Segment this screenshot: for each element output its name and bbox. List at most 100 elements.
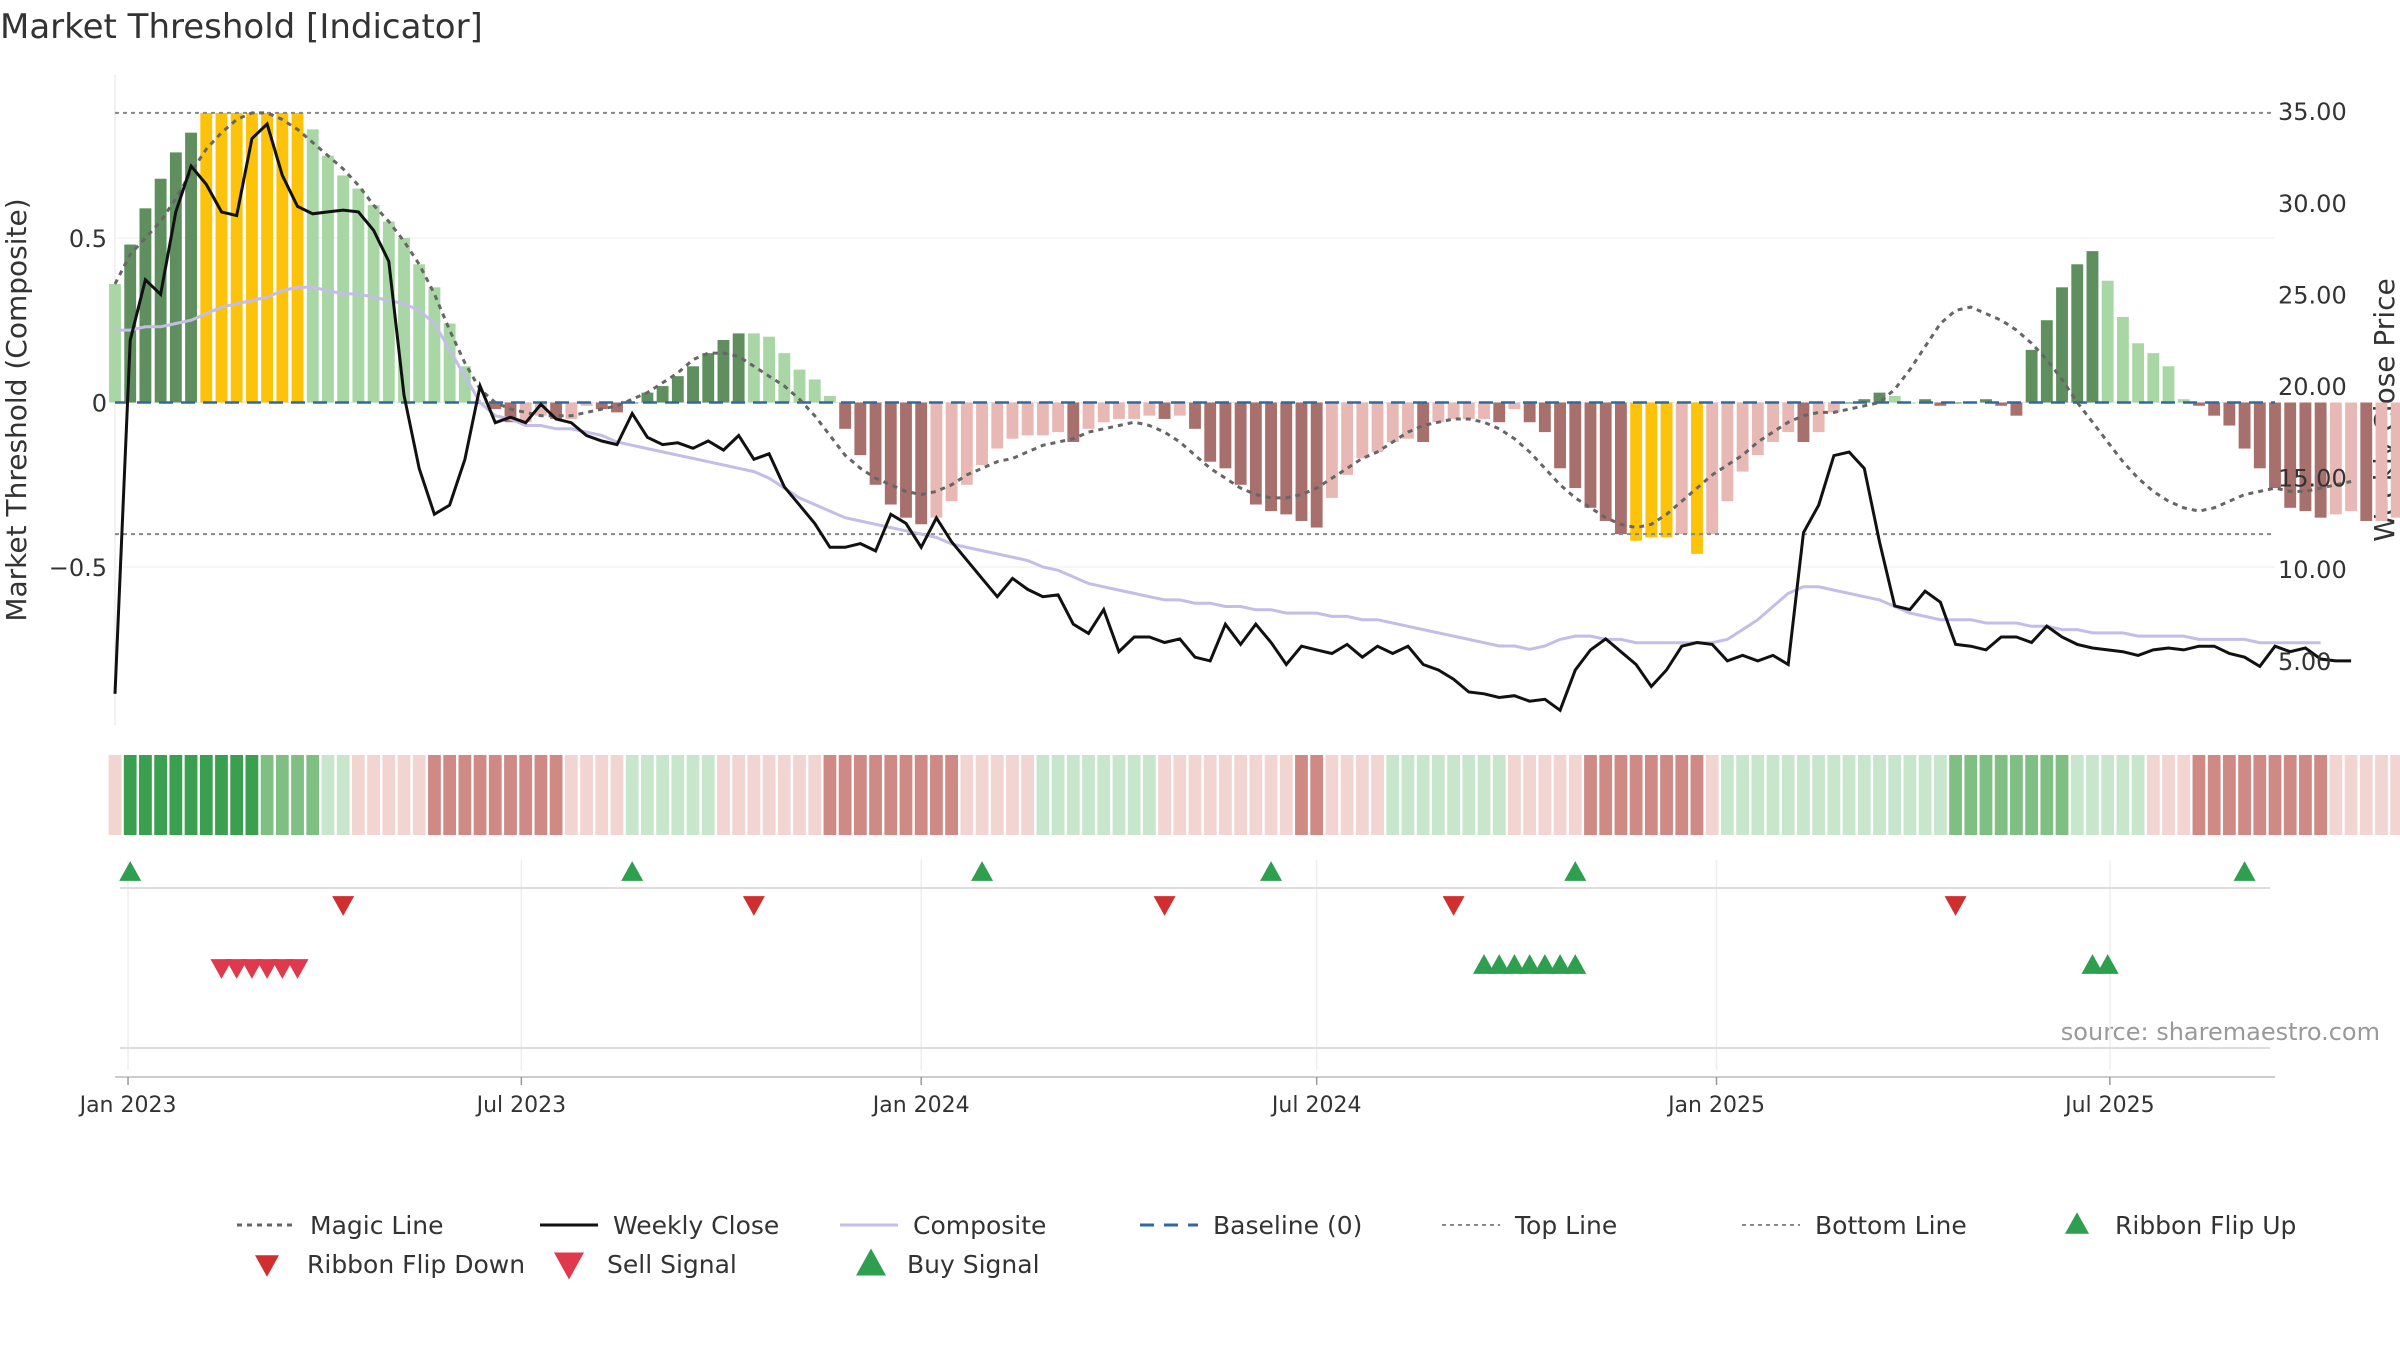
composite-bar [2329, 402, 2342, 515]
composite-bar [2223, 402, 2236, 426]
ribbon-segment [215, 755, 228, 835]
composite-bar [1675, 402, 1688, 535]
ribbon-segment [1523, 755, 1537, 835]
ribbon-segment [428, 755, 441, 835]
composite-bar [1736, 402, 1749, 472]
ribbon-segment [549, 755, 563, 835]
legend-label: Bottom Line [1815, 1211, 1967, 1240]
legend-item: Ribbon Flip Down [255, 1250, 525, 1279]
ribbon-segment [838, 755, 852, 835]
composite-bar [1265, 402, 1277, 512]
ribbon-segment [1842, 755, 1856, 835]
ribbon-segment [2207, 755, 2221, 835]
ribbon-segment [808, 755, 822, 835]
sell-signal-marker [225, 959, 248, 979]
ribbon [108, 755, 2400, 835]
composite-bar [306, 129, 319, 403]
composite-bar [1949, 402, 1962, 404]
composite-bar [1523, 402, 1536, 423]
buy-signal-marker [1503, 954, 1526, 974]
ribbon-segment [534, 755, 548, 835]
composite-bar [1189, 402, 1201, 429]
ribbon-segment [1599, 755, 1613, 835]
composite-bar [1630, 402, 1643, 541]
ribbon-segment [717, 755, 730, 835]
ribbon-segment [686, 755, 700, 835]
sell-signal-marker [271, 959, 294, 979]
ribbon-segment [1553, 755, 1567, 835]
ribbon-segment [945, 755, 959, 835]
buy-signal-marker [2096, 954, 2119, 974]
composite-bar [991, 402, 1004, 449]
composite-bar [1493, 402, 1506, 423]
ribbon-segment [519, 755, 533, 835]
ribbon-segment [2238, 755, 2251, 835]
composite-bar [2345, 402, 2357, 512]
ribbon-segment [930, 755, 943, 835]
composite-bar [2056, 287, 2068, 403]
composite-bar [793, 369, 806, 403]
ribbon-flip-down-marker [1153, 896, 1176, 916]
ribbon-segment [1249, 755, 1263, 835]
composite-bar [2040, 320, 2053, 403]
ribbon-segment [914, 755, 928, 835]
legend-item: Weekly Close [540, 1211, 779, 1240]
ribbon-segment [2010, 755, 2023, 835]
composite-bar [1402, 402, 1414, 439]
composite-bar [1158, 402, 1171, 419]
ribbon-segment [1690, 755, 1704, 835]
ribbon-segment [1933, 755, 1947, 835]
composite-bar [1219, 402, 1232, 469]
ribbon-segment [351, 755, 365, 835]
ribbon-segment [2283, 755, 2297, 835]
ribbon-segment [1508, 755, 1521, 835]
composite-bar [443, 323, 456, 403]
ribbon-segment [1416, 755, 1430, 835]
ribbon-segment [2086, 755, 2099, 835]
ribbon-segment [2253, 755, 2267, 835]
composite-bar [1554, 402, 1567, 469]
composite-bar [1113, 402, 1125, 419]
ribbon-segment [1051, 755, 1065, 835]
legend: Magic Line Weekly Close Composite Baseline … [237, 1211, 2296, 1280]
composite-bar [900, 402, 912, 518]
ribbon-segment [1264, 755, 1278, 835]
composite-bar [1325, 402, 1338, 498]
ribbon-segment [1082, 755, 1095, 835]
weekly-close-line [113, 121, 2352, 713]
ribbon-segment [260, 755, 274, 835]
ribbon-segment [1629, 755, 1643, 835]
composite-bar [1706, 402, 1719, 535]
ribbon-segment [1112, 755, 1126, 835]
ribbon-segment [458, 755, 472, 835]
composite-bar [1097, 402, 1110, 423]
ribbon-segment [1325, 755, 1339, 835]
ribbon-segment [443, 755, 457, 835]
ribbon-segment [1614, 755, 1628, 835]
legend-label: Sell Signal [607, 1250, 737, 1279]
ribbon-segment [1355, 755, 1369, 835]
legend-label: Weekly Close [613, 1211, 779, 1240]
composite-bar [337, 175, 350, 403]
composite-bar [839, 402, 852, 429]
ribbon-segment [488, 755, 502, 835]
composite-bar [1721, 402, 1734, 502]
x-tick-label: Jan 2023 [78, 1093, 177, 1118]
ribbon-segment [306, 755, 320, 835]
composite-bar [261, 112, 274, 403]
composite-bar [1858, 399, 1871, 403]
composite-bar [732, 333, 745, 403]
ribbon-flip-up-marker [621, 861, 644, 881]
ribbon-segment [2055, 755, 2069, 835]
ribbon-flip-up-marker [1564, 861, 1587, 881]
composite-line [115, 285, 2321, 651]
legend-label: Ribbon Flip Up [2115, 1211, 2296, 1240]
composite-bar [291, 112, 304, 403]
ribbon-segment [1021, 755, 1035, 835]
legend-item: Buy Signal [856, 1248, 1040, 1279]
composite-bar [413, 264, 426, 403]
legend-swatch [856, 1248, 886, 1276]
composite-bar [1143, 402, 1156, 416]
composite-bar [1447, 402, 1460, 419]
